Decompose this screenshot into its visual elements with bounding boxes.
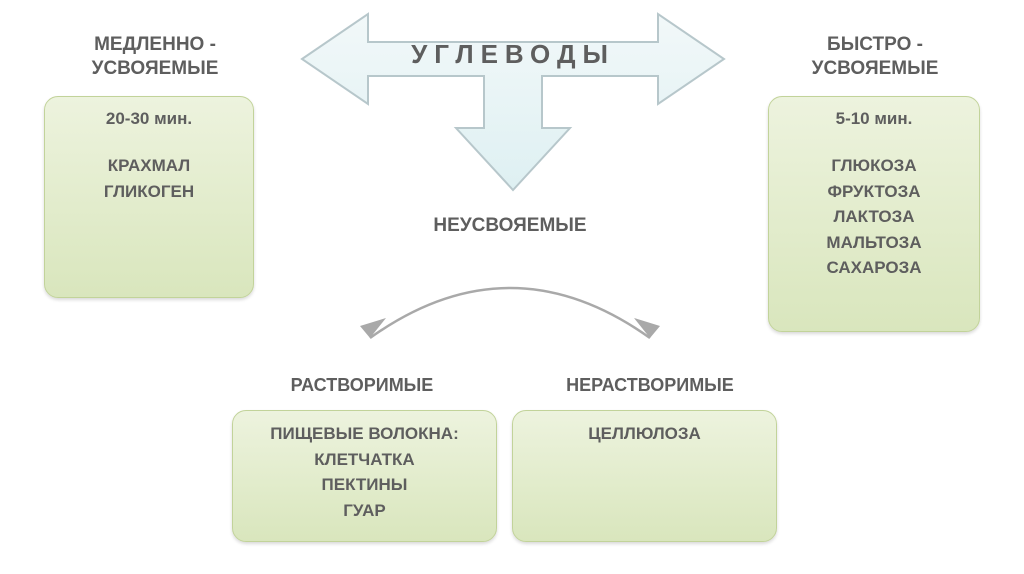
- bottom-left-header: РАСТВОРИМЫЕ: [232, 375, 492, 396]
- left-items: КРАХМАЛ ГЛИКОГЕН: [55, 153, 243, 204]
- right-header: БЫСТРО - УСВОЯЕМЫЕ: [770, 33, 980, 81]
- right-item: ФРУКТОЗА: [779, 179, 969, 205]
- bottom-right-header: НЕРАСТВОРИМЫЕ: [520, 375, 780, 396]
- right-item: ЛАКТОЗА: [779, 204, 969, 230]
- right-items: ГЛЮКОЗА ФРУКТОЗА ЛАКТОЗА МАЛЬТОЗА САХАРО…: [779, 153, 969, 281]
- right-header-line1: БЫСТРО -: [770, 33, 980, 57]
- bottom-left-line: КЛЕТЧАТКА: [241, 447, 488, 473]
- center-title: УГЛЕВОДЫ: [298, 39, 728, 70]
- center-arrow-shape: [298, 4, 728, 194]
- left-header-line2: УСВОЯЕМЫЕ: [55, 57, 255, 81]
- left-header: МЕДЛЕННО - УСВОЯЕМЫЕ: [55, 33, 255, 81]
- bottom-left-line: ПИЩЕВЫЕ ВОЛОКНА:: [241, 421, 488, 447]
- middle-label: НЕУСВОЯЕМЫЕ: [360, 215, 660, 237]
- bottom-right-box: ЦЕЛЛЮЛОЗА: [512, 410, 777, 542]
- right-header-line2: УСВОЯЕМЫЕ: [770, 57, 980, 81]
- right-box: 5-10 мин. ГЛЮКОЗА ФРУКТОЗА ЛАКТОЗА МАЛЬТ…: [768, 96, 980, 332]
- right-time: 5-10 мин.: [779, 109, 969, 129]
- bottom-right-line: ЦЕЛЛЮЛОЗА: [521, 421, 768, 447]
- right-item: ГЛЮКОЗА: [779, 153, 969, 179]
- right-item: МАЛЬТОЗА: [779, 230, 969, 256]
- curved-arrow: [300, 248, 720, 358]
- right-item: САХАРОЗА: [779, 255, 969, 281]
- left-time: 20-30 мин.: [55, 109, 243, 129]
- bottom-left-box: ПИЩЕВЫЕ ВОЛОКНА: КЛЕТЧАТКА ПЕКТИНЫ ГУАР: [232, 410, 497, 542]
- left-item: ГЛИКОГЕН: [55, 179, 243, 205]
- bottom-left-line: ГУАР: [241, 498, 488, 524]
- bottom-left-line: ПЕКТИНЫ: [241, 472, 488, 498]
- left-box: 20-30 мин. КРАХМАЛ ГЛИКОГЕН: [44, 96, 254, 298]
- left-header-line1: МЕДЛЕННО -: [55, 33, 255, 57]
- left-item: КРАХМАЛ: [55, 153, 243, 179]
